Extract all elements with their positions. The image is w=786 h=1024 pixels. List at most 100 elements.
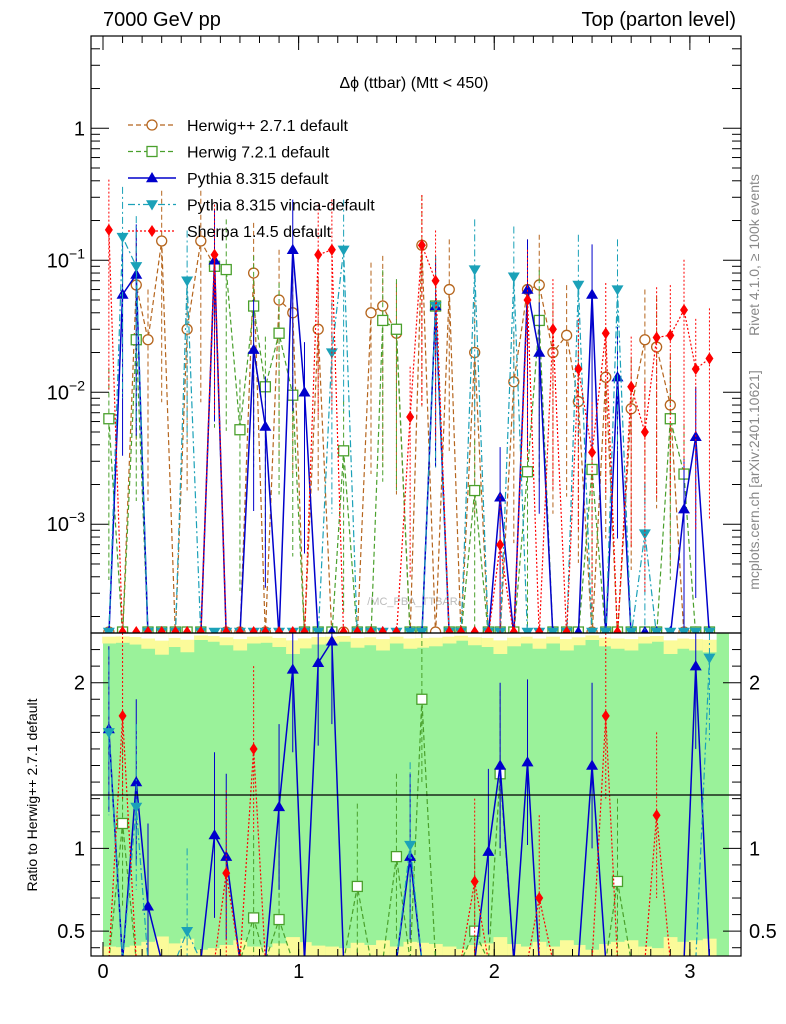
ratio-band-white-top bbox=[442, 633, 457, 637]
data-point bbox=[521, 466, 534, 478]
data-point bbox=[103, 413, 115, 425]
data-point-floor bbox=[445, 626, 454, 633]
legend-label-4: Sherpa 1.4.5 default bbox=[187, 224, 332, 241]
ratio-point bbox=[652, 809, 661, 822]
legend-marker-3 bbox=[146, 200, 158, 211]
data-point bbox=[377, 314, 389, 327]
chart-title: Δϕ (ttbar) (Mtt < 450) bbox=[339, 75, 488, 92]
data-point bbox=[142, 334, 154, 346]
data-point bbox=[652, 331, 661, 344]
data-point bbox=[156, 235, 168, 247]
ratio-tick-label-left: 2 bbox=[74, 673, 85, 695]
y-tick-label-top: 10−3 bbox=[47, 509, 85, 536]
ratio-band-white-top bbox=[350, 633, 365, 639]
data-point-floor bbox=[339, 626, 348, 633]
ratio-point bbox=[273, 800, 286, 812]
data-point-floor bbox=[574, 626, 583, 633]
data-point bbox=[130, 262, 143, 273]
legend-label-1: Herwig 7.2.1 default bbox=[187, 145, 330, 162]
ratio-point bbox=[208, 829, 221, 840]
ratio-band-white-top bbox=[258, 633, 273, 637]
data-point-floor bbox=[312, 627, 325, 633]
legend-marker-1 bbox=[146, 145, 158, 158]
data-point-floor bbox=[689, 627, 702, 633]
data-point bbox=[521, 283, 534, 294]
ratio-band-white-top bbox=[454, 633, 469, 636]
data-point-floor bbox=[171, 626, 180, 633]
data-point-floor bbox=[143, 626, 152, 633]
ratio-band-yellow-bottom bbox=[180, 938, 195, 956]
ratio-band-white-top bbox=[532, 633, 547, 639]
data-point-floor bbox=[235, 626, 244, 633]
data-point bbox=[181, 276, 194, 287]
ratio-panel-series bbox=[102, 633, 716, 956]
ratio-band-white-top bbox=[571, 633, 586, 638]
ratio-band-yellow-top bbox=[442, 633, 457, 644]
data-point-floor bbox=[353, 626, 362, 633]
data-point-floor bbox=[521, 627, 534, 633]
data-point-floor bbox=[586, 627, 599, 633]
data-point bbox=[298, 386, 311, 397]
data-point-floor bbox=[456, 626, 465, 633]
x-tick-label: 1 bbox=[293, 961, 304, 983]
top-axis-ticks: 10−3 10−2 10−1 1 bbox=[47, 35, 741, 618]
ratio-point bbox=[273, 913, 285, 926]
data-point-floor bbox=[470, 626, 479, 633]
ratio-tick-label-left: 0.5 bbox=[57, 921, 85, 943]
ratio-band-yellow-bottom bbox=[207, 948, 222, 956]
data-point bbox=[247, 343, 260, 354]
data-point bbox=[116, 232, 129, 244]
ratio-point bbox=[222, 867, 231, 880]
ratio-band-yellow-top bbox=[638, 633, 653, 644]
data-point-floor bbox=[157, 626, 166, 633]
data-point-floor bbox=[664, 627, 677, 633]
ratio-band-white-top bbox=[599, 633, 613, 638]
ratio-band-yellow-top bbox=[102, 633, 117, 644]
ratio-point bbox=[312, 656, 325, 668]
ratio-band-white-top bbox=[194, 633, 208, 636]
data-point-floor bbox=[494, 627, 507, 633]
top-panel-series bbox=[102, 179, 716, 633]
data-point-floor bbox=[625, 627, 638, 633]
ratio-band-white-top bbox=[168, 633, 183, 638]
legend-marker-4 bbox=[148, 225, 156, 237]
ratio-band-yellow-bottom bbox=[520, 946, 535, 956]
ratio-band-white-top bbox=[638, 633, 653, 637]
data-point bbox=[259, 420, 272, 431]
ratio-point bbox=[404, 840, 417, 852]
ratio-point bbox=[130, 802, 143, 813]
ratio-point bbox=[181, 926, 194, 938]
x-tick-label: 3 bbox=[684, 961, 695, 983]
ratio-point bbox=[521, 756, 534, 767]
legend-label-2: Pythia 8.315 default bbox=[187, 171, 329, 188]
data-point bbox=[586, 288, 599, 299]
ratio-band-yellow-top bbox=[585, 633, 600, 640]
data-point bbox=[406, 410, 415, 423]
ratio-point bbox=[390, 850, 403, 863]
ratio-axis-ticks: 0.5 0.5 1 1 2 2 0 1 2 3 bbox=[57, 649, 777, 983]
data-point bbox=[560, 329, 573, 341]
ratio-band-yellow-top bbox=[194, 633, 208, 640]
ratio-band-white-top bbox=[272, 633, 287, 638]
data-point-floor bbox=[535, 626, 544, 633]
legend: Herwig++ 2.7.1 default Herwig 7.2.1 defau… bbox=[128, 118, 375, 241]
ratio-band-white-top bbox=[610, 633, 625, 639]
data-point-floor bbox=[249, 626, 258, 633]
x-tick-label: 2 bbox=[489, 961, 500, 983]
data-point bbox=[533, 346, 546, 357]
ratio-band-white-top bbox=[507, 633, 521, 638]
data-point bbox=[639, 334, 651, 346]
ratio-band-white-top bbox=[129, 633, 144, 638]
ratio-band-white-top bbox=[336, 633, 351, 637]
legend-marker-0 bbox=[146, 119, 158, 131]
ratio-band-yellow-bottom bbox=[415, 942, 430, 956]
data-point-floor bbox=[484, 626, 493, 633]
ratio-point bbox=[611, 875, 624, 888]
ratio-band-white-top bbox=[403, 633, 418, 639]
data-point bbox=[337, 445, 350, 457]
ratio-band-yellow-bottom bbox=[454, 949, 469, 956]
data-point bbox=[220, 263, 232, 276]
data-point bbox=[327, 243, 336, 256]
data-point bbox=[417, 239, 426, 252]
ratio-band-yellow-top bbox=[336, 633, 351, 642]
